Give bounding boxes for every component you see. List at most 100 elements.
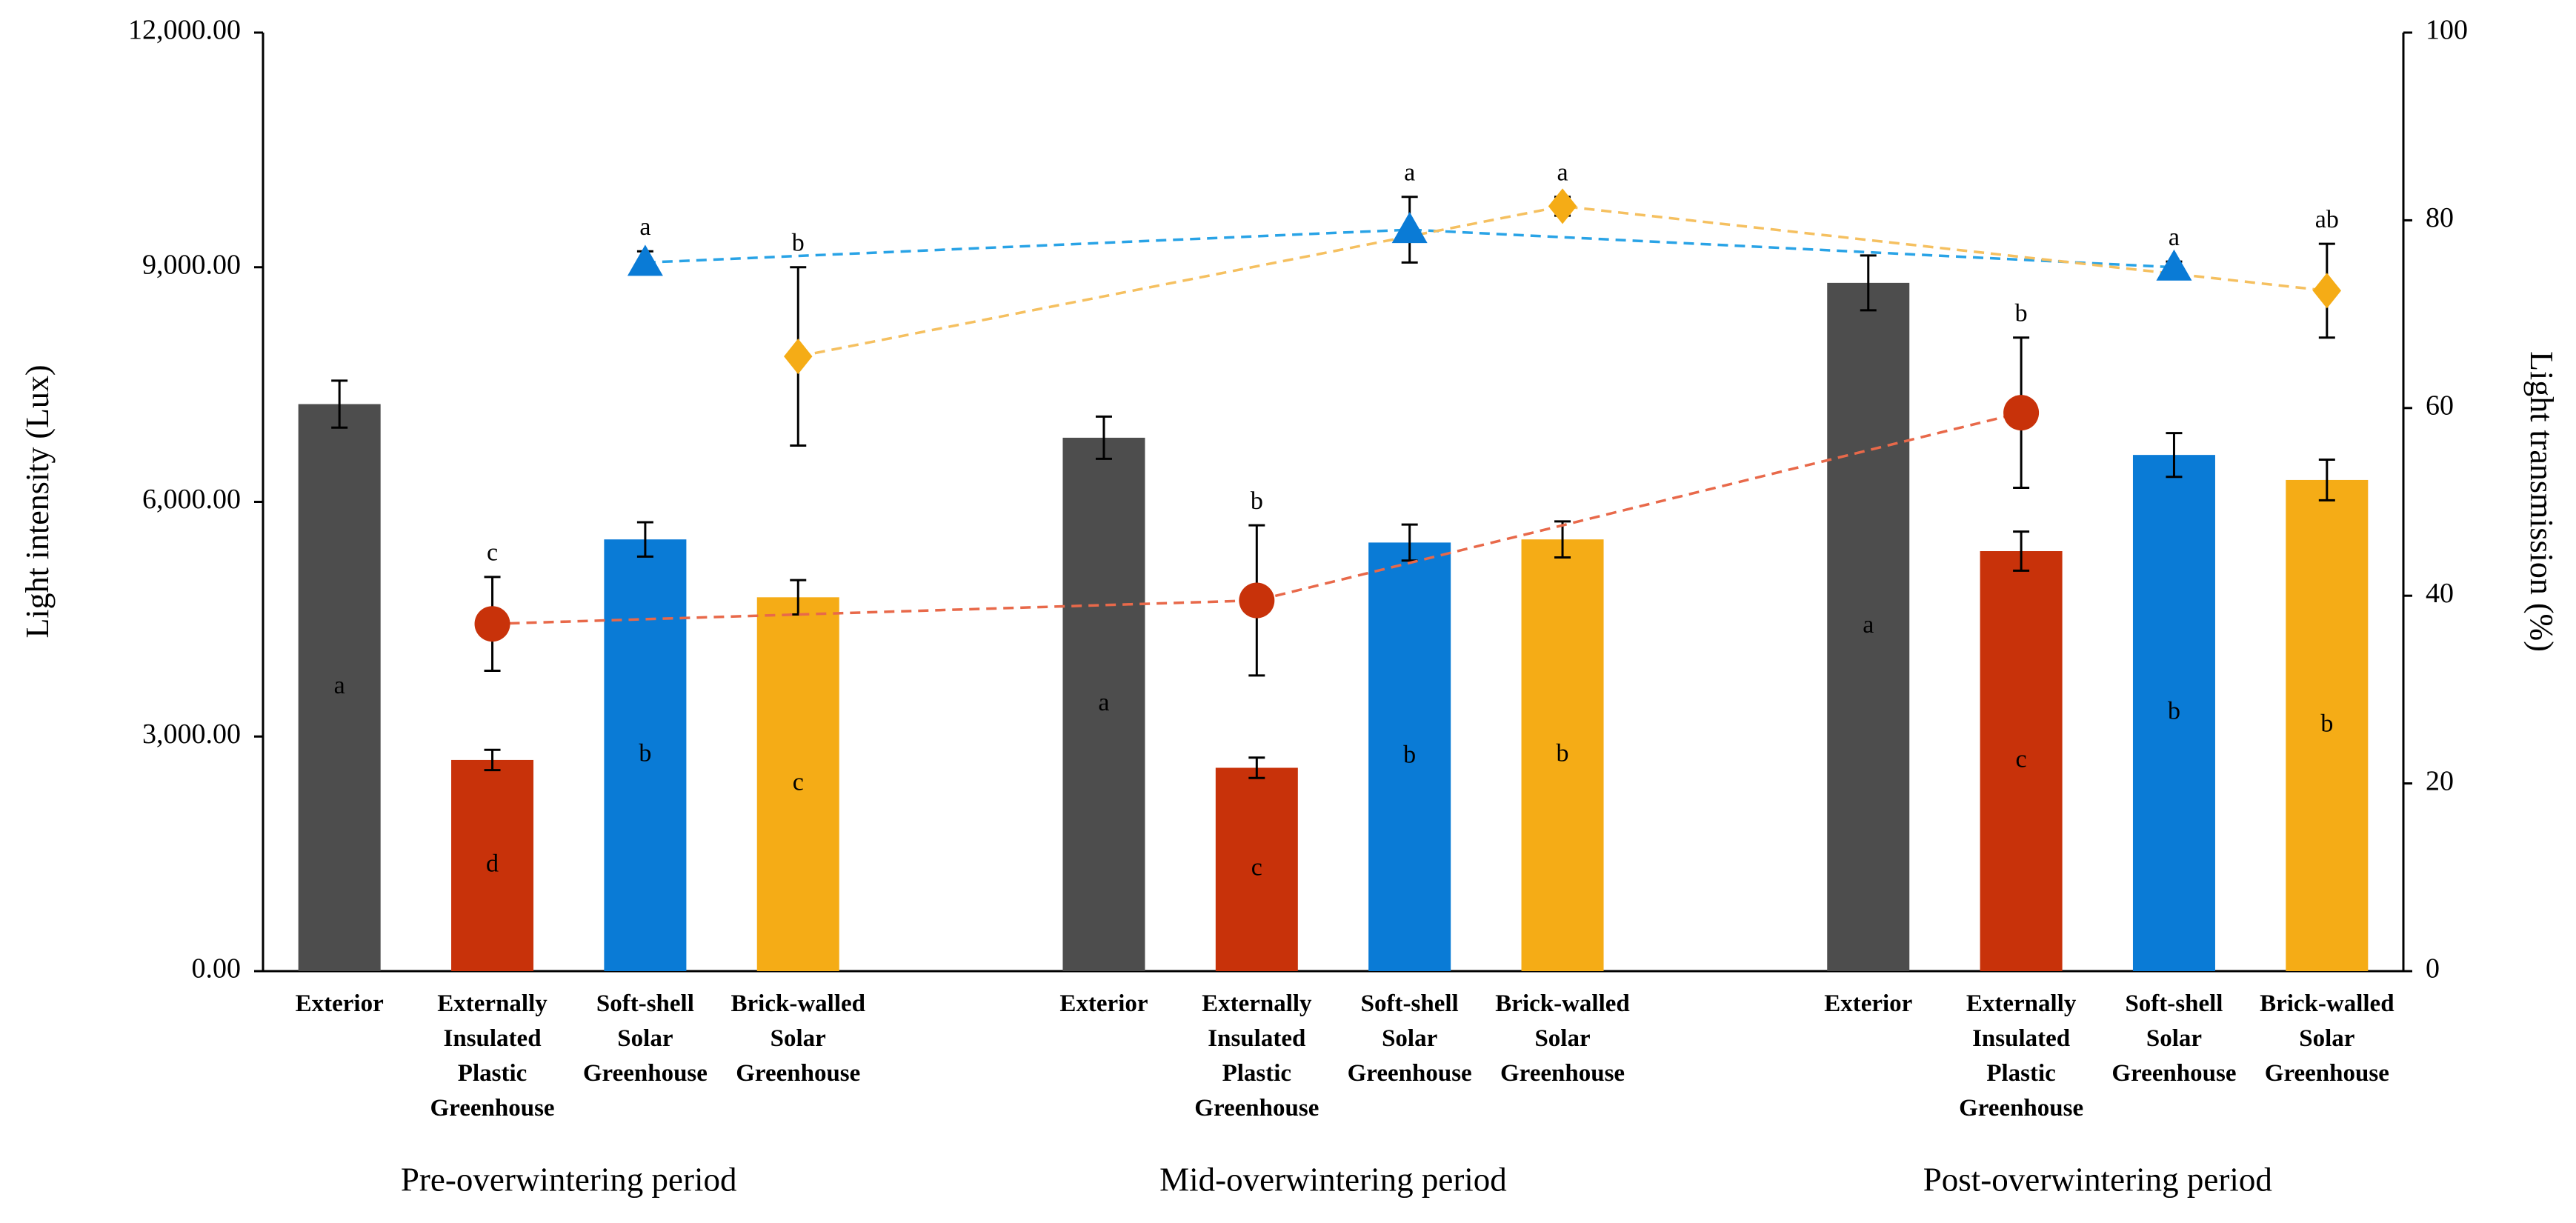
marker	[2156, 249, 2192, 281]
y-tick-label: 12,000.00	[128, 15, 241, 46]
x-tick-label-line: Insulated	[1972, 1025, 2070, 1052]
bar	[2132, 455, 2215, 971]
y-tick-label: 6,000.00	[142, 484, 241, 515]
point-letter: c	[487, 539, 498, 567]
bar-error	[2318, 458, 2335, 501]
bar-letter: c	[1251, 854, 1262, 882]
x-tick-label-line: Plastic	[1222, 1060, 1291, 1087]
bar-error	[636, 521, 653, 558]
x-tick-label-line: Greenhouse	[1348, 1060, 1472, 1087]
x-tick-label: Brick-walled Solar Greenhouse	[1495, 990, 1629, 1087]
x-tick-label-line: Greenhouse	[736, 1060, 860, 1087]
y2-tick-label: 80	[2426, 202, 2454, 233]
y-tick-label: 0.00	[192, 953, 242, 984]
x-tick-label-line: Insulated	[444, 1025, 542, 1052]
point-letter: b	[2015, 300, 2028, 327]
x-tick-label: Externally Insulated Plastic Greenhouse	[430, 990, 555, 1122]
x-tick-label-line: Greenhouse	[1194, 1095, 1319, 1122]
trend-line	[797, 204, 2328, 358]
x-tick-label-line: Greenhouse	[1959, 1095, 2083, 1122]
x-tick-label: Brick-walled Solar Greenhouse	[2260, 990, 2394, 1087]
x-tick-label-line: Greenhouse	[2265, 1060, 2389, 1087]
y2-tick-label: 100	[2426, 15, 2468, 46]
group-label: Post-overwintering period	[1923, 1161, 2272, 1198]
y2-axis-title: Light transmission (%)	[2523, 351, 2560, 652]
bar-error	[484, 748, 501, 772]
bar	[1215, 767, 1298, 971]
point-letter: a	[2169, 224, 2180, 251]
x-tick-label-line: Solar	[2299, 1025, 2354, 1052]
bar-error	[1095, 415, 1112, 460]
bar-letter: a	[334, 672, 345, 699]
x-tick-label: Brick-walled Solar Greenhouse	[731, 990, 865, 1087]
x-tick-label: Soft-shell Solar Greenhouse	[1348, 990, 1472, 1087]
x-tick-label-line: Solar	[617, 1025, 673, 1052]
point-letter: b	[792, 230, 805, 257]
bar	[2286, 479, 2369, 971]
x-tick-label: Soft-shell Solar Greenhouse	[583, 990, 708, 1087]
marker	[474, 606, 510, 642]
bar	[1980, 551, 2063, 971]
x-tick-label-line: Exterior	[1059, 990, 1148, 1017]
bar	[451, 759, 534, 971]
x-tick-label-line: Soft-shell	[1361, 990, 1459, 1017]
x-tick-label-line: Solar	[771, 1025, 826, 1052]
bar	[298, 404, 381, 971]
bar-letter: b	[639, 739, 651, 767]
x-tick-label-line: Solar	[1382, 1025, 1437, 1052]
bar-error	[1554, 520, 1571, 559]
x-tick-label-line: Externally	[437, 990, 548, 1017]
marker	[2312, 273, 2342, 309]
y2-tick-label: 60	[2426, 390, 2454, 421]
x-tick-label-line: Solar	[2146, 1025, 2202, 1052]
marker	[1548, 188, 1577, 224]
x-tick-label-line: Plastic	[1986, 1060, 2055, 1087]
point-letter: b	[1251, 487, 1263, 515]
x-tick-label-line: Insulated	[1208, 1025, 1305, 1052]
x-tick-label-line: Greenhouse	[430, 1095, 555, 1122]
bar	[756, 597, 839, 971]
y-tick-label: 3,000.00	[142, 719, 241, 750]
x-tick-label-line: Brick-walled	[1495, 990, 1629, 1017]
bar-letter: b	[1557, 739, 1569, 767]
x-tick-label: Externally Insulated Plastic Greenhouse	[1194, 990, 1319, 1122]
x-tick-label-line: Plastic	[458, 1060, 527, 1087]
group-label: Pre-overwintering period	[401, 1161, 737, 1198]
y2-tick-label: 40	[2426, 578, 2454, 609]
point-letter: a	[1557, 159, 1568, 187]
point-letter: ab	[2315, 206, 2339, 233]
x-tick-label: Exterior	[296, 990, 384, 1017]
bar-error	[1860, 254, 1877, 312]
bar-letter: c	[793, 768, 804, 796]
marker	[627, 244, 663, 276]
x-tick-label: Externally Insulated Plastic Greenhouse	[1959, 990, 2083, 1122]
y2-tick-label: 0	[2426, 953, 2440, 984]
x-tick-label: Exterior	[1059, 990, 1148, 1017]
bar	[1521, 539, 1604, 971]
bar-letter: b	[2320, 710, 2333, 737]
y2-tick-label: 20	[2426, 765, 2454, 796]
group-label: Mid-overwintering period	[1159, 1161, 1507, 1198]
marker	[1239, 582, 1275, 619]
x-tick-label: Exterior	[1824, 990, 1912, 1017]
bar-error	[1248, 756, 1265, 779]
x-tick-label-line: Exterior	[296, 990, 384, 1017]
bar-error	[2013, 530, 2030, 572]
bar-letter: d	[486, 850, 499, 877]
bar-letter: b	[1403, 741, 1416, 768]
x-tick-label-line: Exterior	[1824, 990, 1912, 1017]
bar	[604, 539, 687, 971]
bar-letter: b	[2168, 697, 2180, 724]
y-tick-label: 9,000.00	[142, 249, 241, 280]
bar-letter: a	[1863, 611, 1874, 639]
x-tick-label-line: Brick-walled	[2260, 990, 2394, 1017]
x-tick-label-line: Greenhouse	[2111, 1060, 2236, 1087]
x-tick-label-line: Brick-walled	[731, 990, 865, 1017]
x-tick-label: Soft-shell Solar Greenhouse	[2111, 990, 2236, 1087]
point-letter: a	[639, 213, 650, 241]
bar-letter: c	[2016, 745, 2027, 773]
bar	[1062, 437, 1145, 971]
x-tick-label-line: Greenhouse	[1500, 1060, 1625, 1087]
